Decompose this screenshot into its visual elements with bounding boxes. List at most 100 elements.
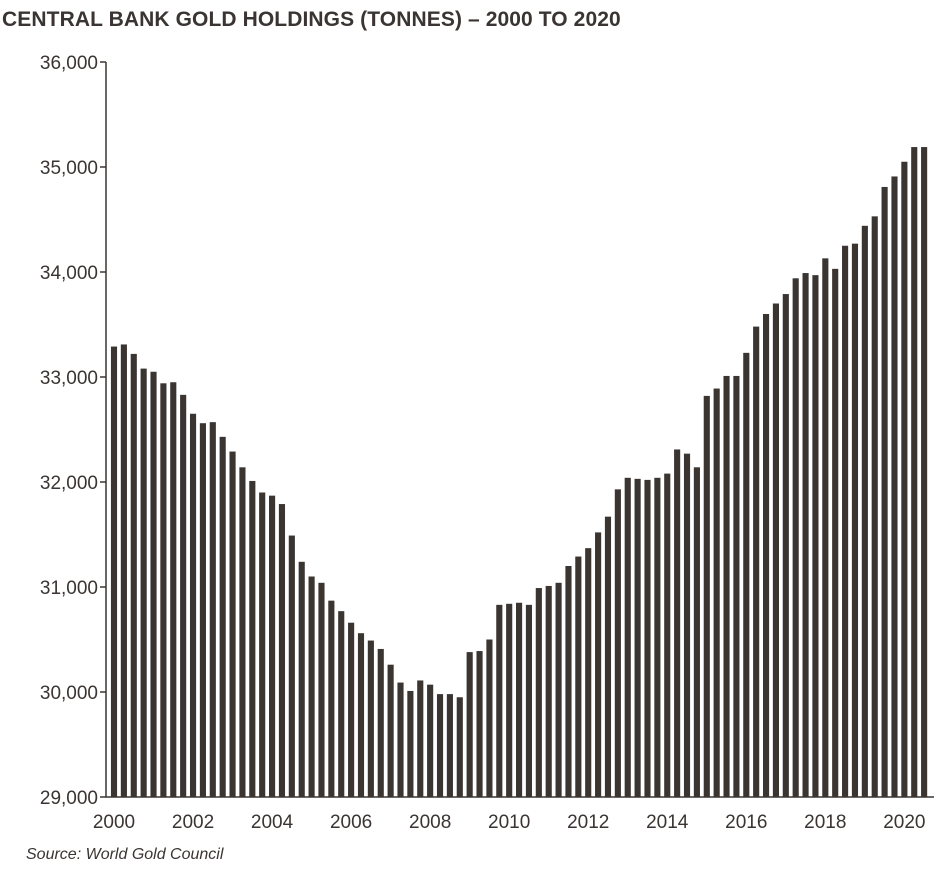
y-tick-label: 36,000 xyxy=(40,53,98,74)
bar xyxy=(249,480,256,797)
bar xyxy=(881,186,888,797)
bar xyxy=(723,375,730,797)
bar xyxy=(170,382,177,797)
bar xyxy=(683,453,691,797)
bar xyxy=(506,603,513,797)
bar xyxy=(328,600,335,797)
bar xyxy=(595,532,602,797)
bar xyxy=(229,451,236,797)
x-tick-label: 2012 xyxy=(567,812,609,833)
bar xyxy=(575,556,582,797)
bar xyxy=(367,640,374,797)
bar xyxy=(130,353,137,797)
x-tick-label: 2016 xyxy=(725,812,767,833)
bar xyxy=(456,697,463,797)
bars xyxy=(110,147,928,798)
bar xyxy=(140,368,147,797)
y-tick-label: 29,000 xyxy=(40,788,98,809)
bar xyxy=(812,275,819,797)
bar xyxy=(199,423,206,797)
bar xyxy=(861,225,868,798)
bar xyxy=(466,652,473,797)
bar xyxy=(407,690,414,797)
bar xyxy=(209,422,216,797)
bar xyxy=(674,449,681,797)
bar xyxy=(189,413,197,797)
bar xyxy=(851,243,859,797)
bar xyxy=(338,611,345,797)
bar xyxy=(180,394,187,797)
bar xyxy=(585,548,592,797)
bar xyxy=(664,473,671,797)
bar xyxy=(476,651,483,797)
x-tick-label: 2006 xyxy=(330,812,372,833)
bar xyxy=(842,245,849,797)
bar xyxy=(871,216,878,798)
bar xyxy=(397,682,404,797)
bar xyxy=(772,303,779,797)
x-tick-label: 2020 xyxy=(883,812,925,833)
bar xyxy=(269,495,276,797)
bar xyxy=(348,622,355,797)
x-tick-label: 2000 xyxy=(93,812,135,833)
source-note: Source: World Gold Council xyxy=(26,846,224,863)
bar xyxy=(822,258,829,798)
bar xyxy=(278,504,286,797)
x-tick-label: 2008 xyxy=(409,812,451,833)
bar xyxy=(782,294,789,797)
bar xyxy=(120,344,127,797)
bar xyxy=(150,371,157,797)
bar xyxy=(921,147,928,798)
y-tick-label: 35,000 xyxy=(40,158,98,179)
x-axis: 2000 2002 2004 2006 2008 2010 2012 2014 2016 2018… xyxy=(93,796,934,833)
bar xyxy=(516,602,523,797)
bar xyxy=(486,639,493,797)
bar xyxy=(624,477,631,797)
bar xyxy=(387,664,394,797)
bar xyxy=(762,314,770,797)
bar xyxy=(535,588,542,797)
bar xyxy=(703,395,710,797)
bar xyxy=(496,604,503,797)
bar xyxy=(604,516,612,797)
bar xyxy=(160,383,167,797)
bar xyxy=(693,467,700,797)
bar xyxy=(219,436,226,797)
bar xyxy=(318,582,325,797)
y-tick-label: 30,000 xyxy=(40,683,98,704)
bar xyxy=(110,346,118,797)
bar xyxy=(288,535,295,797)
bar xyxy=(792,278,799,797)
bar xyxy=(525,604,533,797)
bar xyxy=(901,161,908,797)
x-tick-label: 2018 xyxy=(804,812,846,833)
y-tick-label: 32,000 xyxy=(40,473,98,494)
bar xyxy=(911,147,918,798)
bar xyxy=(733,375,740,797)
bar xyxy=(743,352,750,797)
y-tick-label: 33,000 xyxy=(40,368,98,389)
bar xyxy=(753,326,760,797)
x-tick-label: 2010 xyxy=(488,812,530,833)
x-tick-label: 2002 xyxy=(172,812,214,833)
x-tick-label: 2014 xyxy=(646,812,689,833)
bar xyxy=(417,680,424,797)
bar xyxy=(298,561,305,797)
bar xyxy=(614,489,621,797)
y-tick-label: 34,000 xyxy=(40,263,98,284)
bar xyxy=(357,633,365,797)
bar xyxy=(545,585,552,797)
bar xyxy=(802,273,809,797)
x-tick-label: 2004 xyxy=(251,812,294,833)
bar xyxy=(654,477,661,797)
y-tick-label: 31,000 xyxy=(40,578,98,599)
bar xyxy=(555,582,562,797)
bar xyxy=(436,694,444,797)
bar xyxy=(634,478,641,797)
y-axis: 29,000 30,000 31,000 32,000 33,000 34,000 35,0… xyxy=(40,53,107,809)
bar xyxy=(239,467,246,797)
bar xyxy=(644,479,651,797)
bar xyxy=(377,648,384,797)
bar xyxy=(427,684,434,797)
